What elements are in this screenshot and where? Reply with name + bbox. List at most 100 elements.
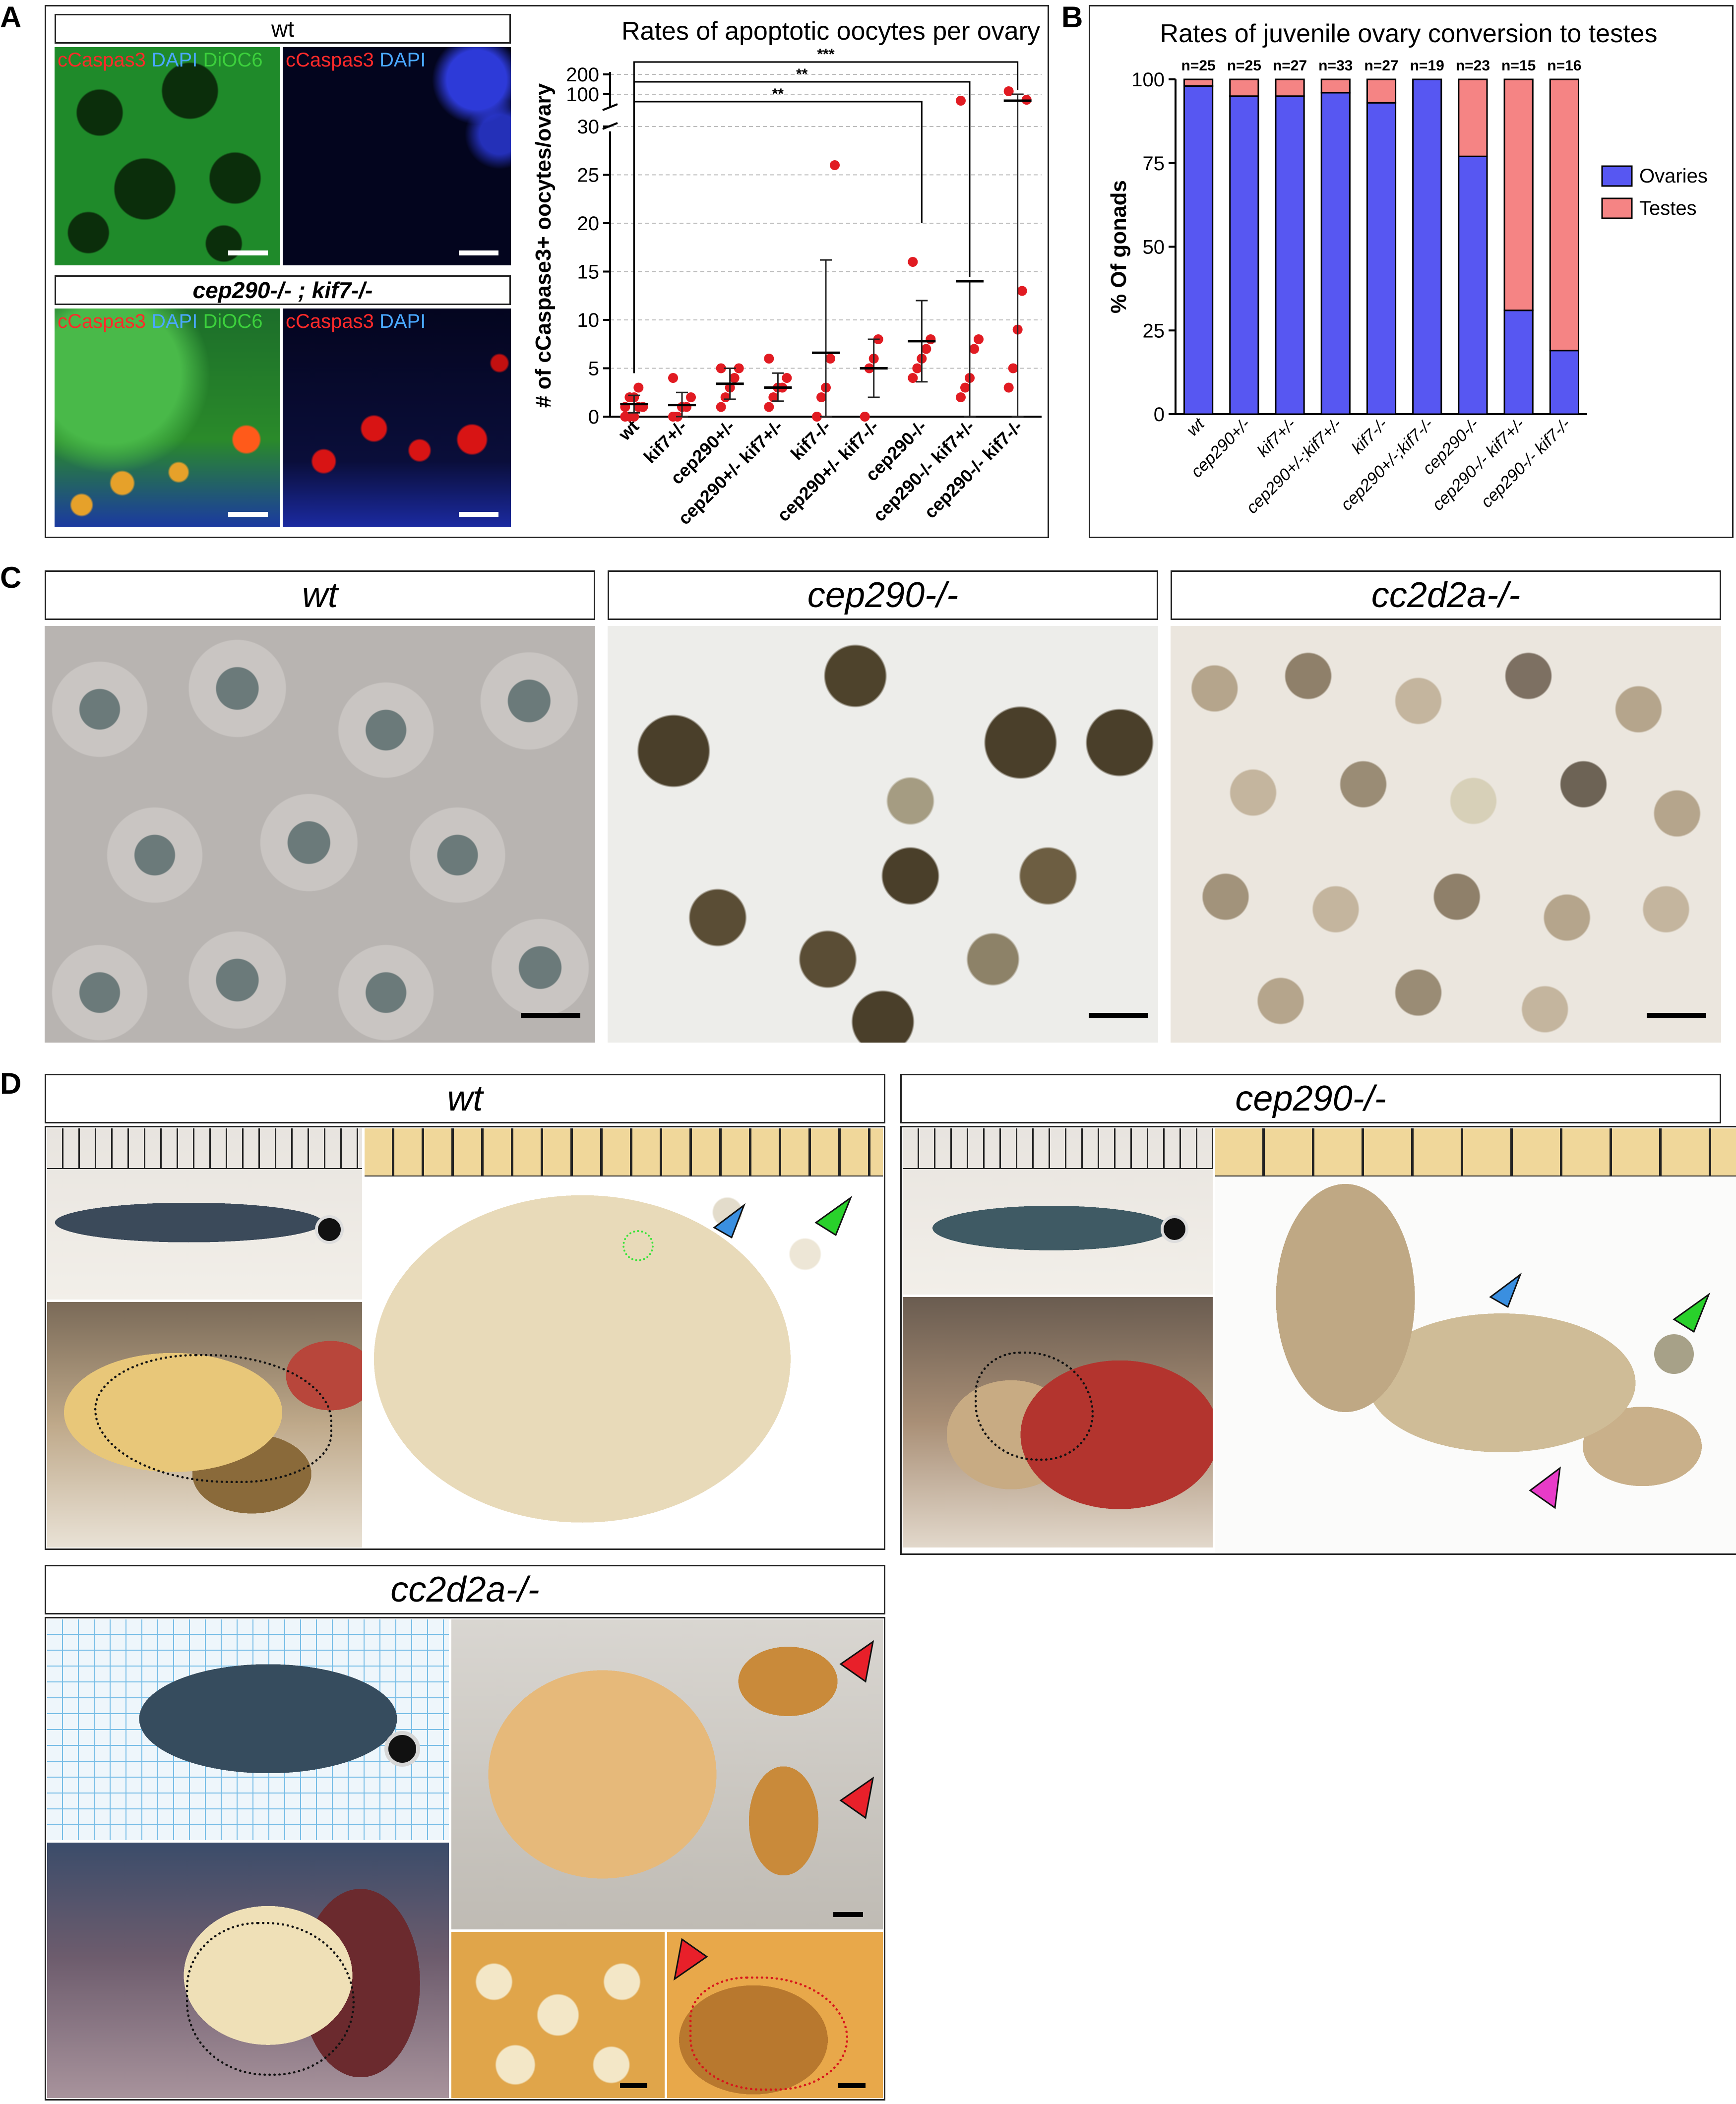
photo-d-cc2d2a-ovary	[451, 1619, 883, 1929]
scale-bar	[1647, 1013, 1706, 1018]
n-label: n=25	[1227, 58, 1261, 74]
label-ccaspas3: cCaspas3	[58, 310, 146, 332]
panel-c-title-cc2d2a-text: cc2d2a-/-	[1371, 575, 1521, 615]
y-axis-label: # of cCaspase3+ oocytes/ovary	[531, 83, 556, 408]
large-oocyte	[1654, 1334, 1694, 1374]
data-point	[816, 392, 826, 402]
ovary-outline	[94, 1354, 332, 1483]
scale-bar	[1089, 1013, 1148, 1018]
ruler	[1215, 1128, 1736, 1176]
panel-d-title-cep290-text: cep290-/-	[1235, 1079, 1386, 1118]
x-tick-label: kif7-/-	[1348, 415, 1391, 458]
panel-c-title-cep290-text: cep290-/-	[807, 575, 959, 615]
photo-d-cep290-ovary	[1215, 1128, 1736, 1552]
y-axis-label: % Of gonads	[1107, 180, 1131, 313]
x-tick-label: wt	[1183, 414, 1209, 440]
y-tick-label: 100	[566, 84, 599, 106]
label-dioc6: DiOC6	[197, 49, 263, 71]
data-point	[633, 382, 644, 393]
panel-d-cep290-frame	[900, 1126, 1736, 1555]
legend-label: Ovaries	[1639, 165, 1708, 187]
data-point	[812, 412, 822, 422]
n-label: n=33	[1318, 58, 1353, 74]
panel-a-wt-title-text: wt	[271, 16, 294, 42]
photo-d-cc2d2a-closeup-left	[451, 1932, 665, 2098]
panel-d-title-wt-text: wt	[447, 1079, 483, 1118]
label-dioc6: DiOC6	[197, 310, 263, 332]
testis-outline	[689, 1977, 848, 2091]
data-point	[682, 402, 691, 412]
panel-b-chart: Rates of juvenile ovary conversion to te…	[1107, 19, 1708, 517]
legend-swatch	[1601, 165, 1633, 187]
panel-c-title-cc2d2a: cc2d2a-/-	[1171, 570, 1721, 620]
data-point	[629, 412, 639, 422]
arrowhead-green	[1673, 1292, 1711, 1333]
bar-ovaries	[1275, 95, 1305, 415]
significance-label: **	[772, 86, 784, 102]
data-point	[764, 402, 774, 412]
photo-d-cc2d2a-closeup-right	[667, 1932, 883, 2098]
y-tick-label: 20	[577, 213, 600, 235]
arrowhead-magenta	[1529, 1466, 1561, 1509]
arrowhead-blue	[1489, 1272, 1522, 1308]
label-ccaspas3: cCaspas3	[286, 310, 374, 332]
data-point	[960, 382, 970, 393]
data-point	[720, 392, 731, 402]
bar-testes	[1183, 78, 1214, 87]
arrowhead-red	[673, 1938, 708, 1981]
axis-break	[602, 103, 618, 130]
fish-eye	[315, 1215, 344, 1244]
y-tick-label: 10	[577, 309, 600, 331]
data-point	[926, 334, 936, 344]
panel-d-title-cc2d2a-text: cc2d2a-/-	[390, 1570, 540, 1609]
data-point	[956, 392, 966, 402]
data-point	[908, 257, 918, 267]
photo-d-wt-fish-whole	[47, 1128, 362, 1300]
arrowhead-blue	[713, 1203, 746, 1239]
data-point	[716, 363, 726, 373]
photo-c-cc2d2a-eggs	[1171, 626, 1721, 1043]
y-tick-label: 25	[577, 165, 600, 186]
significance-label: **	[796, 66, 808, 82]
bar-testes	[1229, 78, 1259, 97]
bar-ovaries	[1229, 95, 1259, 415]
legend-swatch	[1601, 197, 1633, 219]
panel-c-letter: C	[0, 561, 22, 594]
micrograph-wt-merge-label: cCaspas3 DAPI DiOC6	[58, 49, 263, 71]
ovary-outline	[975, 1352, 1094, 1461]
bar-testes	[1458, 78, 1488, 157]
scale-bar	[228, 512, 268, 517]
chart-title: Rates of juvenile ovary conversion to te…	[1160, 19, 1658, 48]
bar-ovaries	[1412, 78, 1442, 415]
bar-testes	[1366, 78, 1397, 104]
y-tick-label: 50	[1143, 237, 1165, 258]
y-tick-label: 75	[1143, 153, 1165, 175]
micrograph-mutant-single: cCaspas3 DAPI	[283, 309, 511, 527]
data-point	[686, 392, 696, 402]
data-point	[956, 96, 966, 106]
panel-a-mutant-title-text: cep290-/- ; kif7-/-	[192, 277, 373, 303]
y-tick-label: 0	[1154, 404, 1165, 426]
y-tick-label: 0	[588, 406, 599, 428]
scale-bar	[459, 250, 498, 255]
y-tick-label: 200	[566, 64, 599, 86]
data-point	[1003, 86, 1014, 96]
panel-d-wt-frame	[45, 1126, 885, 1550]
panel-a-chart: Rates of apoptotic oocytes per ovary # of…	[531, 17, 1042, 529]
panel-a-letter: A	[0, 0, 22, 34]
photo-c-cep290-eggs	[608, 626, 1158, 1043]
micrograph-mutant-merge-label: cCaspas3 DAPI DiOC6	[58, 310, 263, 333]
ruler	[365, 1128, 883, 1176]
panel-a-frame	[45, 5, 1049, 538]
y-tick-label: 25	[1143, 320, 1165, 342]
data-point	[908, 373, 918, 383]
data-point	[729, 373, 740, 383]
arrowhead-red	[839, 1776, 874, 1819]
panel-d-title-cc2d2a: cc2d2a-/-	[45, 1565, 885, 1614]
fish-eye	[384, 1731, 420, 1767]
n-label: n=27	[1273, 58, 1307, 74]
label-dapi: DAPI	[145, 49, 198, 71]
data-point	[764, 354, 774, 364]
ovary-outline	[186, 1922, 355, 2076]
label-dapi: DAPI	[373, 49, 426, 71]
